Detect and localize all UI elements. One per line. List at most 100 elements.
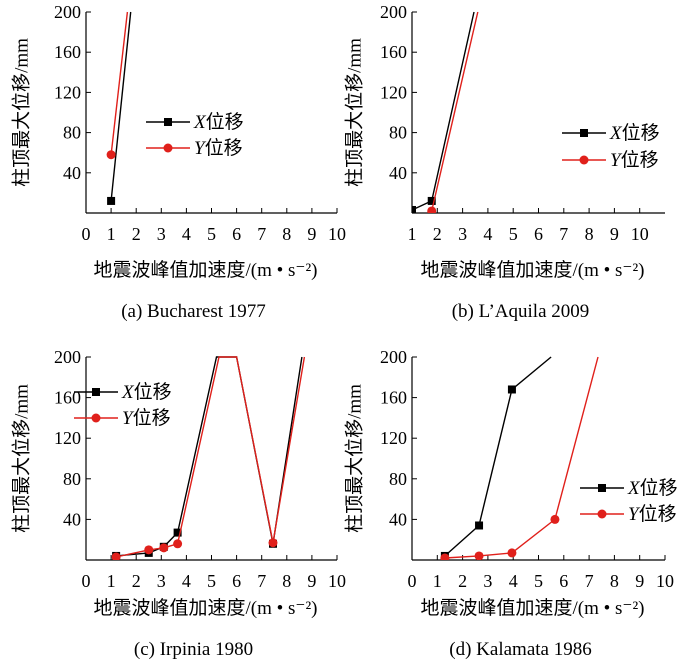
x-tick-label: 1	[408, 224, 417, 244]
y-tick-label: 40	[389, 163, 407, 183]
x-tick-label: 7	[559, 224, 568, 244]
data-point	[173, 539, 183, 549]
x-tick-label: 1	[433, 571, 442, 591]
legend-marker	[164, 118, 172, 126]
chart-caption: (a) Bucharest 1977	[121, 301, 266, 322]
legend-marker	[579, 155, 589, 165]
y-axis-label: 柱顶最大位移/mm	[11, 38, 33, 187]
y-tick-label: 40	[63, 509, 81, 529]
y-tick-label: 120	[380, 82, 407, 102]
series-y-displacement	[440, 356, 599, 560]
x-axis-label: 地震波峰值加速度/(m • s⁻²)	[421, 597, 645, 619]
data-point	[440, 553, 450, 560]
legend-marker	[92, 388, 100, 396]
chart-panel-2: 40 80 120 160 200 1 2 3 4 5 6 7 8 9 10 柱顶最大位移/mm 地震波峰值加速…	[344, 2, 665, 322]
legend-label: X位移	[193, 111, 244, 133]
data-point	[144, 545, 154, 555]
data-point	[111, 552, 121, 560]
x-tick-label: 3	[157, 571, 166, 591]
x-tick-label: 7	[257, 224, 266, 244]
x-tick-label: 7	[257, 571, 266, 591]
x-tick-label: 1	[107, 224, 116, 244]
data-point	[427, 196, 436, 205]
x-tick-label: 5	[509, 224, 518, 244]
legend-label: Y位移	[122, 407, 171, 429]
x-axis-label: 地震波峰值加速度/(m • s⁻²)	[421, 259, 645, 281]
y-tick-label: 160	[380, 388, 407, 408]
series-y-displacement	[106, 11, 129, 160]
legend-label: Y位移	[610, 149, 659, 171]
legend-item-x: X位移	[146, 111, 244, 133]
legend: X位移 Y位移	[580, 477, 678, 525]
legend-label: X位移	[121, 381, 172, 403]
legend-marker	[580, 129, 588, 137]
legend-marker	[91, 413, 101, 423]
y-tick-label: 200	[380, 347, 407, 367]
series-x-displacement	[107, 11, 132, 205]
x-tick-label: 9	[307, 571, 316, 591]
x-tick-label: 7	[585, 571, 594, 591]
data-point	[268, 538, 278, 548]
x-tick-label: 4	[509, 571, 518, 591]
x-tick-label: 3	[458, 224, 467, 244]
data-point	[106, 150, 116, 160]
data-point	[173, 528, 182, 537]
y-tick-label: 120	[54, 428, 81, 448]
y-tick-label: 80	[389, 123, 407, 143]
data-point	[107, 196, 116, 205]
x-tick-label: 6	[534, 224, 543, 244]
x-tick-label: 8	[282, 571, 291, 591]
x-tick-label: 6	[232, 571, 241, 591]
legend-item-y: Y位移	[580, 503, 677, 525]
series-y-displacement	[427, 11, 479, 213]
legend-item-y: Y位移	[146, 137, 243, 159]
y-axis-label: 柱顶最大位移/mm	[344, 38, 366, 187]
legend-marker	[598, 484, 606, 492]
x-tick-label: 0	[82, 571, 91, 591]
data-point	[507, 385, 516, 394]
x-tick-label: 2	[433, 224, 442, 244]
y-axis-label: 柱顶最大位移/mm	[344, 384, 366, 533]
x-tick-label: 4	[182, 224, 191, 244]
series-x-displacement	[440, 356, 552, 560]
y-tick-label: 160	[54, 42, 81, 62]
x-tick-label: 10	[631, 224, 649, 244]
y-tick-label: 40	[389, 509, 407, 529]
y-tick-label: 160	[54, 388, 81, 408]
series-line	[110, 11, 132, 201]
x-tick-label: 10	[656, 571, 674, 591]
data-point	[550, 514, 560, 524]
legend: X位移 Y位移	[74, 381, 172, 429]
x-tick-label: 8	[610, 571, 619, 591]
legend-label: X位移	[627, 477, 678, 499]
legend-item-x: X位移	[74, 381, 172, 403]
y-tick-label: 200	[54, 2, 81, 22]
y-tick-label: 80	[389, 469, 407, 489]
x-tick-label: 9	[635, 571, 644, 591]
x-tick-label: 10	[328, 224, 346, 244]
x-tick-label: 0	[82, 224, 91, 244]
y-tick-label: 200	[380, 2, 407, 22]
data-point	[412, 205, 416, 213]
chart-panel-4: 40 80 120 160 200 0 1 2 3 4 5 6 7 8 9 10 柱顶最大位移/mm 地震波峰值加…	[344, 347, 678, 660]
x-tick-label: 8	[282, 224, 291, 244]
data-point	[474, 551, 484, 560]
legend-marker	[163, 143, 173, 153]
chart-caption: (d) Kalamata 1986	[449, 639, 591, 660]
data-point	[507, 548, 517, 558]
y-tick-label: 80	[63, 469, 81, 489]
series-x-displacement	[412, 11, 475, 213]
x-tick-label: 5	[207, 571, 216, 591]
legend-item-x: X位移	[562, 122, 660, 144]
x-tick-label: 4	[182, 571, 191, 591]
legend-marker	[597, 509, 607, 519]
y-tick-label: 160	[380, 42, 407, 62]
legend-item-x: X位移	[580, 477, 678, 499]
data-point	[427, 206, 437, 213]
x-tick-label: 0	[408, 571, 417, 591]
y-tick-label: 80	[63, 123, 81, 143]
x-tick-label: 2	[458, 571, 467, 591]
x-tick-label: 9	[307, 224, 316, 244]
x-tick-label: 8	[585, 224, 594, 244]
y-axis-label: 柱顶最大位移/mm	[11, 384, 33, 533]
